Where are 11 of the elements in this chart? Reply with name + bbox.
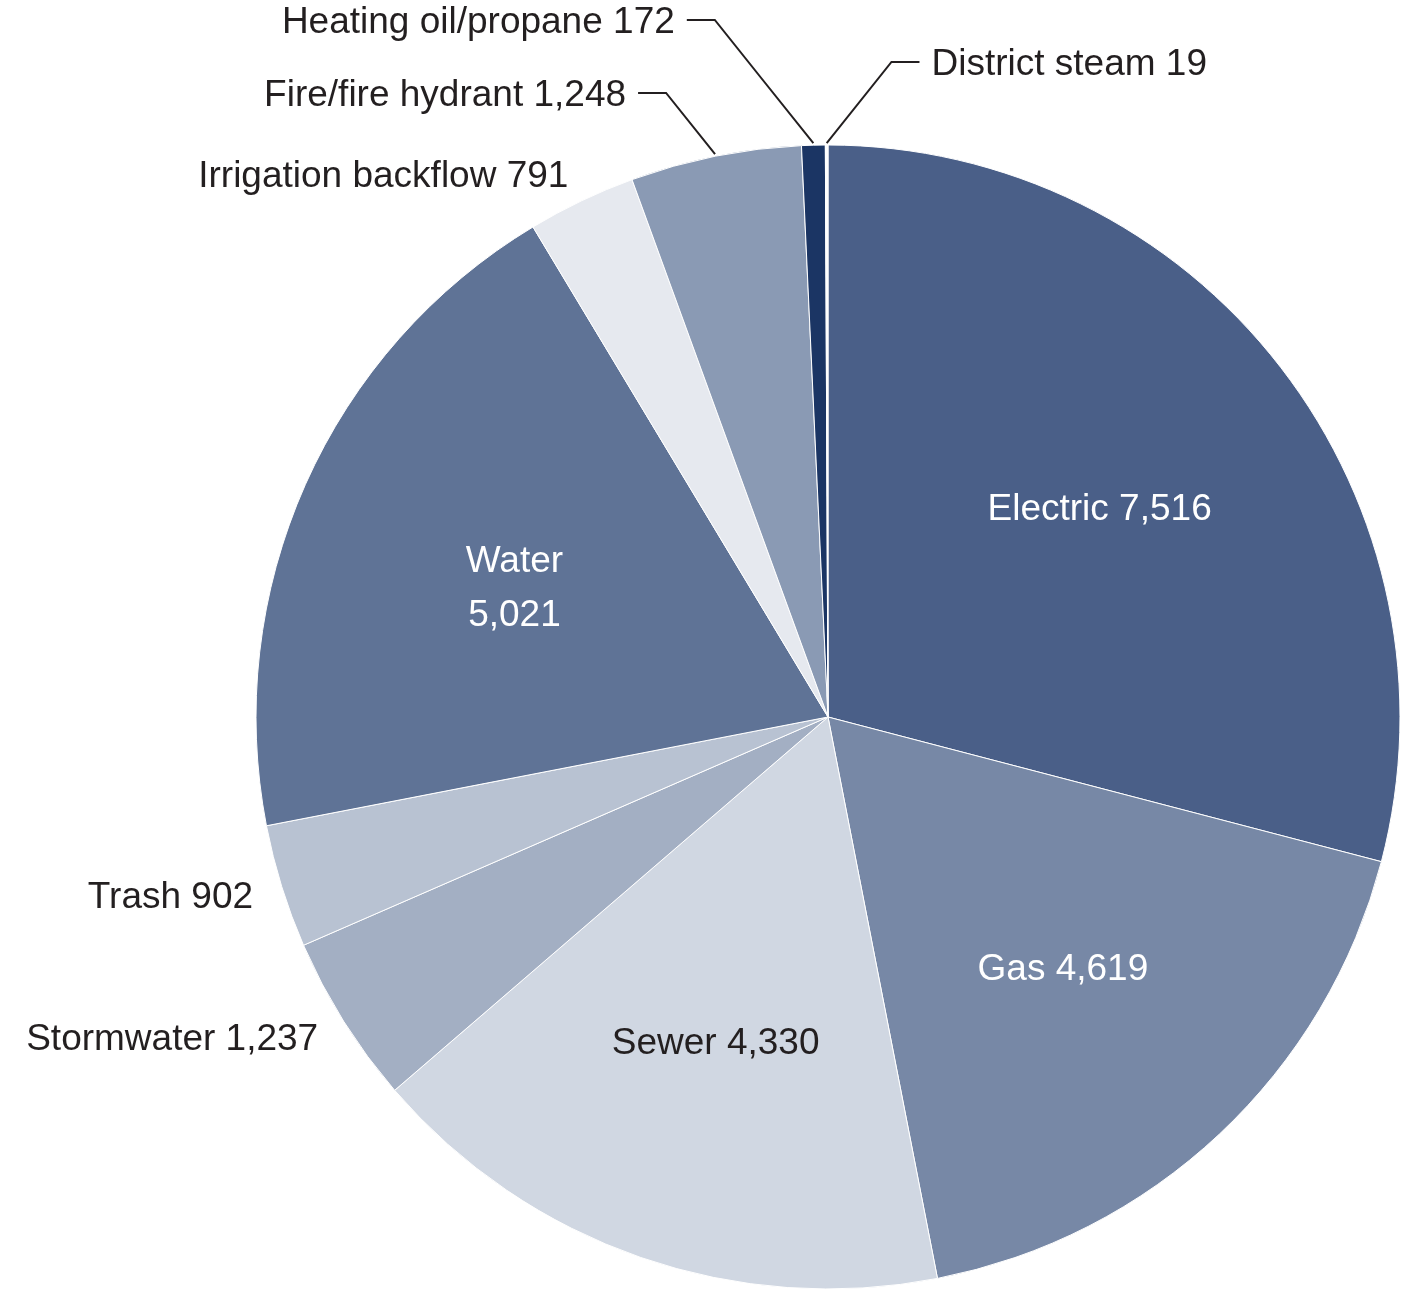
slice-label: Heating oil/propane 172 xyxy=(281,0,675,41)
slice-label: Electric 7,516 xyxy=(987,487,1212,529)
slice-label: Trash 902 xyxy=(87,875,254,917)
slice-label: Sewer 4,330 xyxy=(611,1021,820,1063)
slice-label: Fire/fire hydrant 1,248 xyxy=(264,72,627,114)
slice-label: Stormwater 1,237 xyxy=(26,1017,319,1059)
data-label: 5,021 xyxy=(468,592,561,634)
slice-label: Gas 4,619 xyxy=(977,947,1149,989)
slice-label: Irrigation backflow 791 xyxy=(198,153,569,195)
slice-label: District steam 19 xyxy=(931,41,1207,83)
slice-label: Water xyxy=(465,538,564,580)
